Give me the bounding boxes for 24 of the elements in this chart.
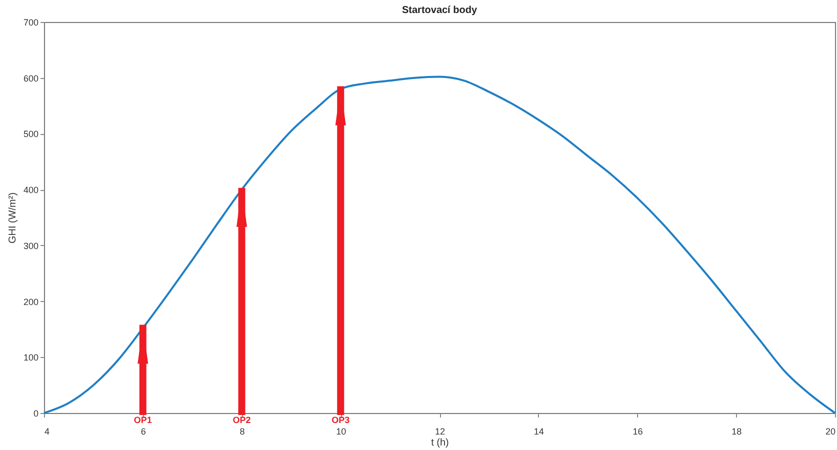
x-tick-label: 8: [240, 426, 245, 436]
x-axis-title: t (h): [431, 438, 449, 448]
x-tick-label: 10: [336, 426, 346, 436]
y-tick-label: 700: [23, 18, 38, 28]
x-tick-label: 4: [44, 426, 50, 436]
y-axis-title: GHI (W/m²): [7, 192, 18, 244]
y-tick-label: 200: [23, 296, 38, 307]
x-tick-label: 14: [534, 426, 544, 436]
x-tick-label: 12: [434, 426, 446, 436]
x-tick-label: 20: [825, 426, 836, 436]
y-tick-label: 0: [33, 408, 38, 418]
annotation: OP3: [332, 415, 350, 425]
y-tick-label: 300: [23, 240, 38, 251]
chart-title: Startovací body: [402, 5, 478, 16]
annotation: OP2: [232, 415, 251, 425]
line-series: [43, 76, 836, 414]
x-tick-label: 18: [732, 426, 742, 436]
x-tick-label: 6: [140, 426, 146, 436]
annotation: OP1: [134, 415, 152, 425]
y-tick-label: 400: [23, 185, 38, 196]
x-tick-label: 16: [632, 426, 643, 436]
y-tick-label: 500: [23, 129, 38, 140]
y-tick-label: 600: [23, 73, 38, 84]
y-tick-label: 100: [23, 352, 38, 363]
